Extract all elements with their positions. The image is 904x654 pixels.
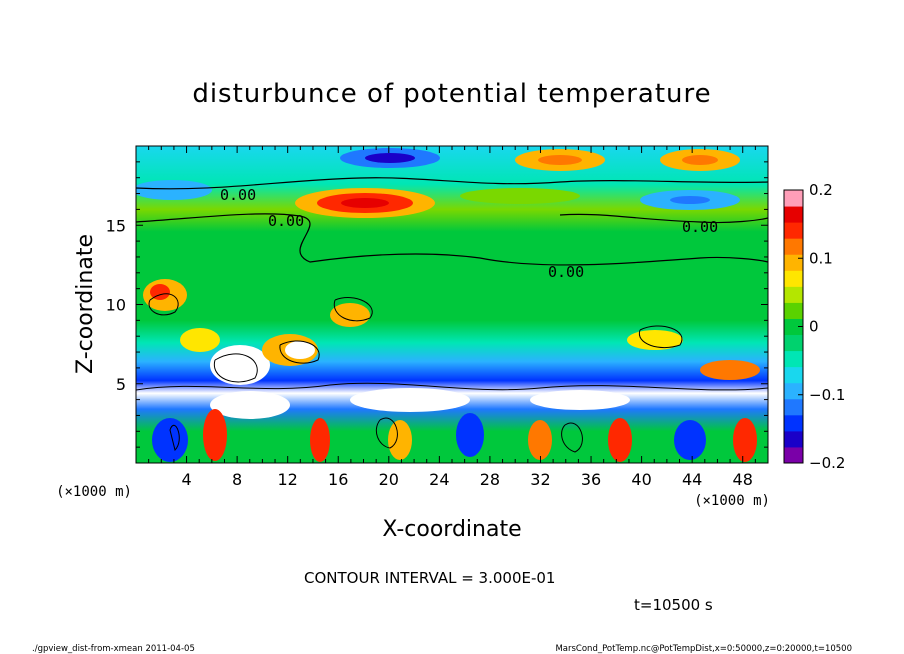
colorbar-tick-label: 0.2 <box>809 181 833 199</box>
x-axis-label: X-coordinate <box>382 517 521 542</box>
colorbar-swatch <box>784 206 803 223</box>
contour-label: 0.00 <box>682 218 718 236</box>
colorbar-ticks: 0.2 0.1 0 −0.1 −0.2 <box>798 181 845 472</box>
colorbar-swatch <box>784 414 803 432</box>
colorbar-swatch <box>784 222 803 239</box>
colorbar-swatch <box>784 446 803 464</box>
x-tick-label: 44 <box>682 470 702 489</box>
x-axis: 4 8 12 16 20 24 28 32 36 40 44 48 <box>148 146 756 489</box>
contour-interval-label: CONTOUR INTERVAL = 3.000E-01 <box>304 569 555 587</box>
y-axis-label: Z-coordinate <box>73 234 98 374</box>
x-tick-label: 16 <box>328 470 348 489</box>
contour-label: 0.00 <box>548 263 584 281</box>
colorbar-swatch <box>784 270 803 287</box>
x-tick-label: 36 <box>581 470 601 489</box>
x-axis-unit: (×1000 m) <box>694 493 770 509</box>
x-tick-label: 8 <box>232 470 242 489</box>
colorbar-tick-label: 0 <box>809 318 819 336</box>
y-tick-label: 5 <box>116 375 126 394</box>
colorbar-swatch <box>784 366 803 384</box>
colorbar-swatch <box>784 286 803 303</box>
colorbar-swatch <box>784 238 803 255</box>
heatmap-field <box>136 146 768 463</box>
colorbar <box>784 190 803 464</box>
x-tick-label: 48 <box>733 470 753 489</box>
y-tick-label: 15 <box>106 216 126 235</box>
footer-left: ./gpview_dist-from-xmean 2011-04-05 <box>32 644 195 654</box>
contour-label: 0.00 <box>268 212 304 230</box>
colorbar-tick-label: 0.1 <box>809 249 833 267</box>
colorbar-swatch <box>784 350 803 368</box>
y-tick-label: 10 <box>106 296 126 315</box>
x-tick-label: 32 <box>530 470 550 489</box>
colorbar-tick-label: −0.1 <box>809 386 845 404</box>
x-tick-label: 40 <box>631 470 651 489</box>
colorbar-swatch <box>784 302 803 319</box>
x-tick-label: 20 <box>379 470 399 489</box>
x-tick-label: 24 <box>429 470 449 489</box>
colorbar-swatch <box>784 334 803 352</box>
colorbar-swatch <box>784 382 803 400</box>
colorbar-swatch <box>784 430 803 448</box>
y-axis: 5 10 15 <box>106 161 768 448</box>
colorbar-tick-label: −0.2 <box>809 454 845 472</box>
time-label: t=10500 s <box>634 596 713 614</box>
contour-label: 0.00 <box>220 186 256 204</box>
chart-title: disturbunce of potential temperature <box>192 79 711 109</box>
colorbar-swatch <box>784 398 803 416</box>
y-axis-unit: (×1000 m) <box>56 484 132 500</box>
footer-right: MarsCond_PotTemp.nc@PotTempDist,x=0:5000… <box>555 644 852 654</box>
colorbar-swatch <box>784 254 803 271</box>
x-tick-label: 4 <box>181 470 191 489</box>
colorbar-swatch <box>784 190 803 207</box>
x-tick-label: 12 <box>278 470 298 489</box>
colorbar-swatch <box>784 318 803 336</box>
x-tick-label: 28 <box>480 470 500 489</box>
